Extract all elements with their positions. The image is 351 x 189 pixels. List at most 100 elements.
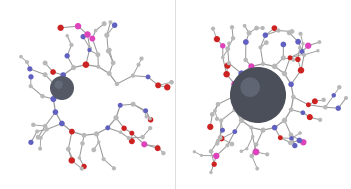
Point (282, 72, 287, 75)
Point (79, 167, 85, 170)
Point (31, 123, 36, 126)
Point (58, 26, 64, 29)
Point (264, 153, 270, 156)
Point (208, 171, 214, 174)
Point (276, 29, 281, 32)
Point (34, 130, 40, 133)
Point (96, 140, 101, 143)
Point (106, 72, 112, 75)
Point (107, 48, 112, 51)
Point (42, 125, 48, 128)
Point (101, 22, 107, 25)
Point (288, 83, 294, 86)
Point (53, 84, 59, 88)
Point (220, 129, 225, 132)
Point (295, 58, 301, 61)
Point (219, 137, 224, 140)
Point (148, 118, 153, 121)
Point (220, 56, 226, 59)
Point (91, 148, 97, 151)
Point (244, 147, 250, 150)
Point (28, 75, 34, 78)
Point (280, 56, 286, 59)
Point (297, 132, 303, 135)
Point (144, 115, 149, 118)
Point (278, 136, 283, 139)
Point (28, 85, 33, 88)
Point (315, 49, 321, 52)
Point (213, 154, 219, 157)
Point (288, 133, 294, 136)
Point (272, 126, 277, 129)
Point (301, 53, 307, 57)
Point (305, 44, 311, 47)
Point (141, 110, 147, 113)
Point (71, 66, 77, 69)
Point (225, 144, 230, 147)
Point (249, 154, 254, 157)
Point (254, 27, 259, 30)
Point (101, 158, 106, 161)
Point (139, 57, 144, 60)
Point (60, 74, 66, 77)
Point (260, 129, 266, 132)
Circle shape (240, 77, 260, 97)
Point (243, 40, 249, 43)
Point (299, 50, 305, 53)
Point (80, 35, 86, 38)
Point (263, 34, 268, 37)
Point (155, 145, 160, 148)
Point (169, 81, 174, 84)
Point (27, 67, 33, 70)
Point (94, 132, 99, 135)
Point (104, 34, 110, 37)
Point (225, 48, 231, 51)
Point (126, 137, 132, 140)
Point (118, 131, 123, 134)
Point (66, 148, 71, 151)
Point (258, 46, 263, 49)
Point (242, 24, 247, 27)
Point (18, 55, 24, 58)
Point (143, 109, 148, 112)
Point (214, 142, 220, 145)
Point (317, 118, 323, 121)
Point (87, 49, 92, 52)
Point (38, 136, 44, 139)
Point (282, 119, 287, 122)
Point (300, 111, 306, 114)
Point (298, 32, 303, 35)
Point (210, 113, 215, 116)
Point (249, 65, 254, 68)
Point (215, 139, 221, 143)
Point (77, 156, 82, 159)
Point (307, 116, 313, 119)
Point (232, 130, 238, 133)
Point (50, 70, 56, 74)
Point (214, 117, 220, 120)
Point (321, 98, 326, 101)
Point (239, 150, 244, 153)
Point (155, 147, 160, 150)
Point (288, 108, 294, 111)
Point (165, 86, 170, 89)
Point (35, 136, 41, 139)
Point (80, 142, 85, 145)
Point (147, 117, 153, 120)
Point (85, 33, 90, 36)
Point (93, 29, 98, 32)
Point (289, 30, 295, 33)
Point (75, 25, 81, 28)
Point (81, 165, 87, 168)
Point (306, 103, 311, 106)
Point (226, 42, 232, 45)
Point (230, 37, 236, 40)
Point (69, 159, 74, 162)
Point (224, 73, 230, 76)
Point (253, 143, 259, 146)
Point (42, 73, 48, 76)
Point (218, 119, 224, 122)
Point (291, 95, 296, 98)
Point (129, 140, 135, 143)
Point (214, 38, 220, 41)
